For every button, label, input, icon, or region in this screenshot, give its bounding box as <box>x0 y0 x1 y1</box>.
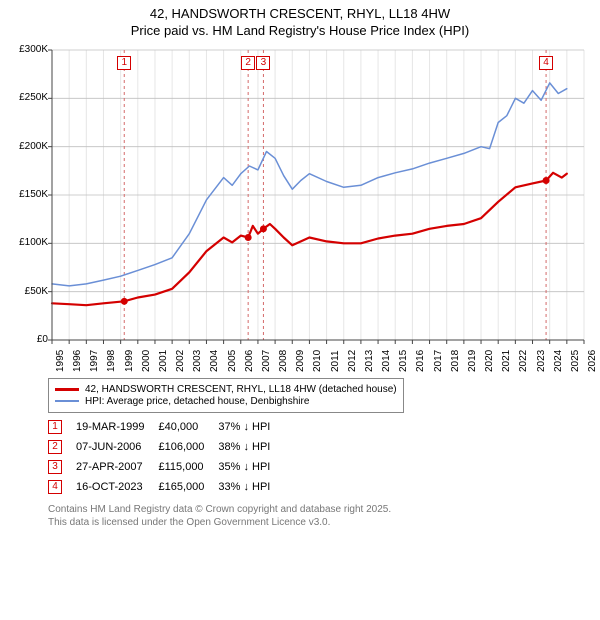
y-tick-label: £50K <box>8 286 48 297</box>
legend-swatch <box>55 400 79 402</box>
event-date: 27-APR-2007 <box>76 457 158 477</box>
page-subtitle: Price paid vs. HM Land Registry's House … <box>8 23 592 38</box>
x-tick-label: 2025 <box>570 350 581 372</box>
x-tick-label: 1995 <box>55 350 66 372</box>
x-tick-label: 1996 <box>72 350 83 372</box>
chart-container: 42, HANDSWORTH CRESCENT, RHYL, LL18 4HW … <box>0 0 600 620</box>
x-tick-label: 2009 <box>295 350 306 372</box>
event-delta: 37% ↓ HPI <box>218 417 284 437</box>
x-tick-label: 2020 <box>484 350 495 372</box>
event-marker-label: 3 <box>256 56 270 70</box>
event-marker-label: 1 <box>117 56 131 70</box>
x-tick-label: 2008 <box>278 350 289 372</box>
page-title: 42, HANDSWORTH CRESCENT, RHYL, LL18 4HW <box>8 6 592 23</box>
x-tick-label: 2004 <box>209 350 220 372</box>
legend-label: HPI: Average price, detached house, Denb… <box>85 396 309 407</box>
event-delta: 35% ↓ HPI <box>218 457 284 477</box>
x-tick-label: 2024 <box>553 350 564 372</box>
event-date: 19-MAR-1999 <box>76 417 158 437</box>
events-table: 1 19-MAR-1999£40,00037% ↓ HPI 2 07-JUN-2006… <box>48 417 592 497</box>
y-tick-label: £100K <box>8 237 48 248</box>
event-number: 2 <box>48 440 62 454</box>
event-price: £40,000 <box>158 417 218 437</box>
table-row: 1 19-MAR-1999£40,00037% ↓ HPI <box>48 417 284 437</box>
x-tick-label: 2015 <box>398 350 409 372</box>
table-row: 2 07-JUN-2006£106,00038% ↓ HPI <box>48 437 284 457</box>
table-row: 3 27-APR-2007£115,00035% ↓ HPI <box>48 457 284 477</box>
event-marker-label: 2 <box>241 56 255 70</box>
event-number: 4 <box>48 480 62 494</box>
x-tick-label: 2014 <box>381 350 392 372</box>
legend: 42, HANDSWORTH CRESCENT, RHYL, LL18 4HW … <box>48 378 404 413</box>
y-tick-label: £0 <box>8 334 48 345</box>
legend-row: HPI: Average price, detached house, Denb… <box>55 396 397 407</box>
event-number: 3 <box>48 460 62 474</box>
event-delta: 33% ↓ HPI <box>218 477 284 497</box>
x-tick-label: 2003 <box>192 350 203 372</box>
x-tick-label: 2001 <box>158 350 169 372</box>
x-tick-label: 2013 <box>364 350 375 372</box>
y-tick-label: £200K <box>8 141 48 152</box>
chart-area: £0 £50K £100K £150K £200K £250K £300K 1995 1996 1… <box>8 42 592 372</box>
event-dot <box>260 225 267 232</box>
event-number: 1 <box>48 420 62 434</box>
y-tick-label: £250K <box>8 92 48 103</box>
table-row: 4 16-OCT-2023£165,00033% ↓ HPI <box>48 477 284 497</box>
line-chart <box>8 42 592 372</box>
x-tick-label: 2011 <box>330 350 341 372</box>
x-tick-label: 2018 <box>450 350 461 372</box>
x-tick-label: 2022 <box>518 350 529 372</box>
event-price: £106,000 <box>158 437 218 457</box>
x-tick-label: 2007 <box>261 350 272 372</box>
x-tick-label: 2021 <box>501 350 512 372</box>
event-dot <box>121 298 128 305</box>
x-tick-label: 1999 <box>124 350 135 372</box>
x-tick-label: 2012 <box>347 350 358 372</box>
legend-label: 42, HANDSWORTH CRESCENT, RHYL, LL18 4HW … <box>85 384 397 395</box>
legend-row: 42, HANDSWORTH CRESCENT, RHYL, LL18 4HW … <box>55 384 397 395</box>
x-tick-label: 2010 <box>312 350 323 372</box>
attribution: Contains HM Land Registry data © Crown c… <box>48 503 592 529</box>
x-tick-label: 2026 <box>587 350 598 372</box>
event-price: £165,000 <box>158 477 218 497</box>
y-tick-label: £300K <box>8 44 48 55</box>
x-tick-label: 2005 <box>227 350 238 372</box>
x-tick-label: 2002 <box>175 350 186 372</box>
event-date: 07-JUN-2006 <box>76 437 158 457</box>
event-date: 16-OCT-2023 <box>76 477 158 497</box>
legend-swatch <box>55 388 79 391</box>
y-tick-label: £150K <box>8 189 48 200</box>
x-tick-label: 2000 <box>141 350 152 372</box>
event-price: £115,000 <box>158 457 218 477</box>
x-tick-label: 2016 <box>415 350 426 372</box>
x-tick-label: 1997 <box>89 350 100 372</box>
event-delta: 38% ↓ HPI <box>218 437 284 457</box>
x-tick-label: 1998 <box>106 350 117 372</box>
event-marker-label: 4 <box>539 56 553 70</box>
x-tick-label: 2017 <box>433 350 444 372</box>
x-tick-label: 2019 <box>467 350 478 372</box>
event-dot <box>245 234 252 241</box>
event-dot <box>543 177 550 184</box>
x-tick-label: 2006 <box>244 350 255 372</box>
x-tick-label: 2023 <box>536 350 547 372</box>
footer-line2: This data is licensed under the Open Gov… <box>48 516 592 529</box>
footer-line1: Contains HM Land Registry data © Crown c… <box>48 503 592 516</box>
